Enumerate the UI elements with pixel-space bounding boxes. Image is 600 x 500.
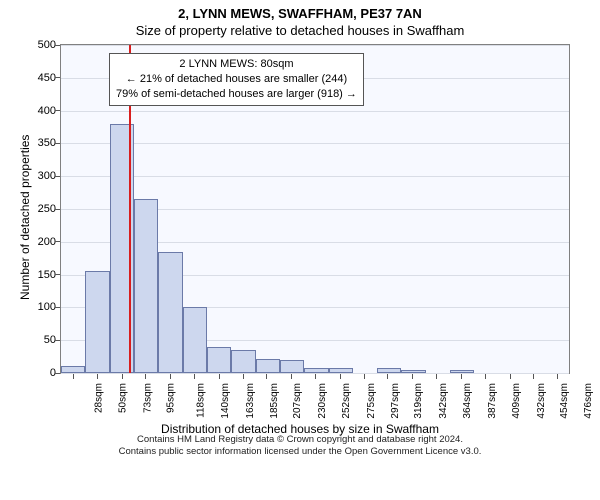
annotation-line1: 2 LYNN MEWS: 80sqm bbox=[116, 57, 357, 72]
histogram-bar bbox=[207, 347, 231, 373]
histogram-bar bbox=[304, 368, 328, 373]
xtick-label: 297sqm bbox=[390, 383, 401, 419]
xtick-label: 185sqm bbox=[269, 383, 280, 419]
ytick-mark bbox=[55, 307, 60, 308]
xtick-mark bbox=[219, 374, 220, 379]
histogram-bar bbox=[158, 252, 182, 373]
xtick-mark bbox=[461, 374, 462, 379]
ytick-mark bbox=[55, 143, 60, 144]
xtick-label: 28sqm bbox=[93, 383, 104, 413]
xtick-mark bbox=[364, 374, 365, 379]
xtick-label: 454sqm bbox=[559, 383, 570, 419]
histogram-bar bbox=[450, 370, 474, 373]
xtick-mark bbox=[243, 374, 244, 379]
histogram-chart: Number of detached properties 2 LYNN MEW… bbox=[0, 40, 600, 460]
annotation-box: 2 LYNN MEWS: 80sqm ← 21% of detached hou… bbox=[109, 53, 364, 106]
xtick-mark bbox=[194, 374, 195, 379]
ytick-label: 150 bbox=[6, 269, 56, 281]
xtick-label: 432sqm bbox=[536, 383, 547, 419]
histogram-bar bbox=[329, 368, 353, 373]
plot-area: 2 LYNN MEWS: 80sqm ← 21% of detached hou… bbox=[60, 44, 570, 374]
xtick-label: 95sqm bbox=[166, 383, 177, 413]
ytick-mark bbox=[55, 340, 60, 341]
xtick-label: 409sqm bbox=[511, 383, 522, 419]
ytick-label: 350 bbox=[6, 137, 56, 149]
ytick-label: 200 bbox=[6, 236, 56, 248]
xtick-label: 319sqm bbox=[413, 383, 424, 419]
xtick-label: 140sqm bbox=[220, 383, 231, 419]
ytick-label: 100 bbox=[6, 301, 56, 313]
ytick-label: 0 bbox=[6, 367, 56, 379]
ytick-label: 400 bbox=[6, 105, 56, 117]
ytick-label: 500 bbox=[6, 39, 56, 51]
xtick-label: 230sqm bbox=[317, 383, 328, 419]
histogram-bar bbox=[183, 307, 207, 373]
gridline bbox=[61, 45, 569, 46]
ytick-mark bbox=[55, 77, 60, 78]
xtick-label: 207sqm bbox=[292, 383, 303, 419]
ytick-label: 250 bbox=[6, 203, 56, 215]
xtick-label: 73sqm bbox=[142, 383, 153, 413]
histogram-bar bbox=[61, 366, 85, 373]
ytick-label: 450 bbox=[6, 72, 56, 84]
xtick-label: 364sqm bbox=[462, 383, 473, 419]
xtick-label: 50sqm bbox=[117, 383, 128, 413]
xtick-mark bbox=[533, 374, 534, 379]
footer-attribution: Contains HM Land Registry data © Crown c… bbox=[0, 434, 600, 458]
xtick-mark bbox=[315, 374, 316, 379]
annotation-line2: ← 21% of detached houses are smaller (24… bbox=[116, 72, 357, 87]
ytick-mark bbox=[55, 241, 60, 242]
histogram-bar bbox=[377, 368, 401, 373]
xtick-mark bbox=[436, 374, 437, 379]
xtick-mark bbox=[387, 374, 388, 379]
annotation-line3: 79% of semi-detached houses are larger (… bbox=[116, 87, 357, 102]
xtick-label: 476sqm bbox=[583, 383, 594, 419]
xtick-mark bbox=[266, 374, 267, 379]
ytick-mark bbox=[55, 373, 60, 374]
xtick-mark bbox=[170, 374, 171, 379]
page-title: 2, LYNN MEWS, SWAFFHAM, PE37 7AN bbox=[0, 0, 600, 21]
gridline bbox=[61, 176, 569, 177]
xtick-label: 342sqm bbox=[438, 383, 449, 419]
xtick-label: 163sqm bbox=[245, 383, 256, 419]
ytick-label: 300 bbox=[6, 170, 56, 182]
histogram-bar bbox=[231, 350, 255, 373]
xtick-mark bbox=[485, 374, 486, 379]
xtick-mark bbox=[510, 374, 511, 379]
ytick-mark bbox=[55, 45, 60, 46]
xtick-label: 387sqm bbox=[487, 383, 498, 419]
ytick-label: 50 bbox=[6, 334, 56, 346]
xtick-mark bbox=[73, 374, 74, 379]
xtick-label: 252sqm bbox=[341, 383, 352, 419]
ytick-mark bbox=[55, 209, 60, 210]
footer-line1: Contains HM Land Registry data © Crown c… bbox=[137, 434, 463, 445]
xtick-mark bbox=[291, 374, 292, 379]
xtick-mark bbox=[122, 374, 123, 379]
xtick-mark bbox=[145, 374, 146, 379]
xtick-label: 275sqm bbox=[366, 383, 377, 419]
xtick-mark bbox=[97, 374, 98, 379]
gridline bbox=[61, 111, 569, 112]
ytick-mark bbox=[55, 176, 60, 177]
footer-line2: Contains public sector information licen… bbox=[119, 446, 482, 457]
histogram-bar bbox=[85, 271, 109, 373]
histogram-bar bbox=[256, 359, 280, 373]
xtick-mark bbox=[557, 374, 558, 379]
page-subtitle: Size of property relative to detached ho… bbox=[0, 21, 600, 38]
histogram-bar bbox=[280, 360, 304, 373]
xtick-mark bbox=[412, 374, 413, 379]
xtick-mark bbox=[340, 374, 341, 379]
histogram-bar bbox=[401, 370, 425, 373]
ytick-mark bbox=[55, 110, 60, 111]
xtick-label: 118sqm bbox=[196, 383, 207, 418]
ytick-mark bbox=[55, 274, 60, 275]
histogram-bar bbox=[134, 199, 158, 373]
gridline bbox=[61, 143, 569, 144]
